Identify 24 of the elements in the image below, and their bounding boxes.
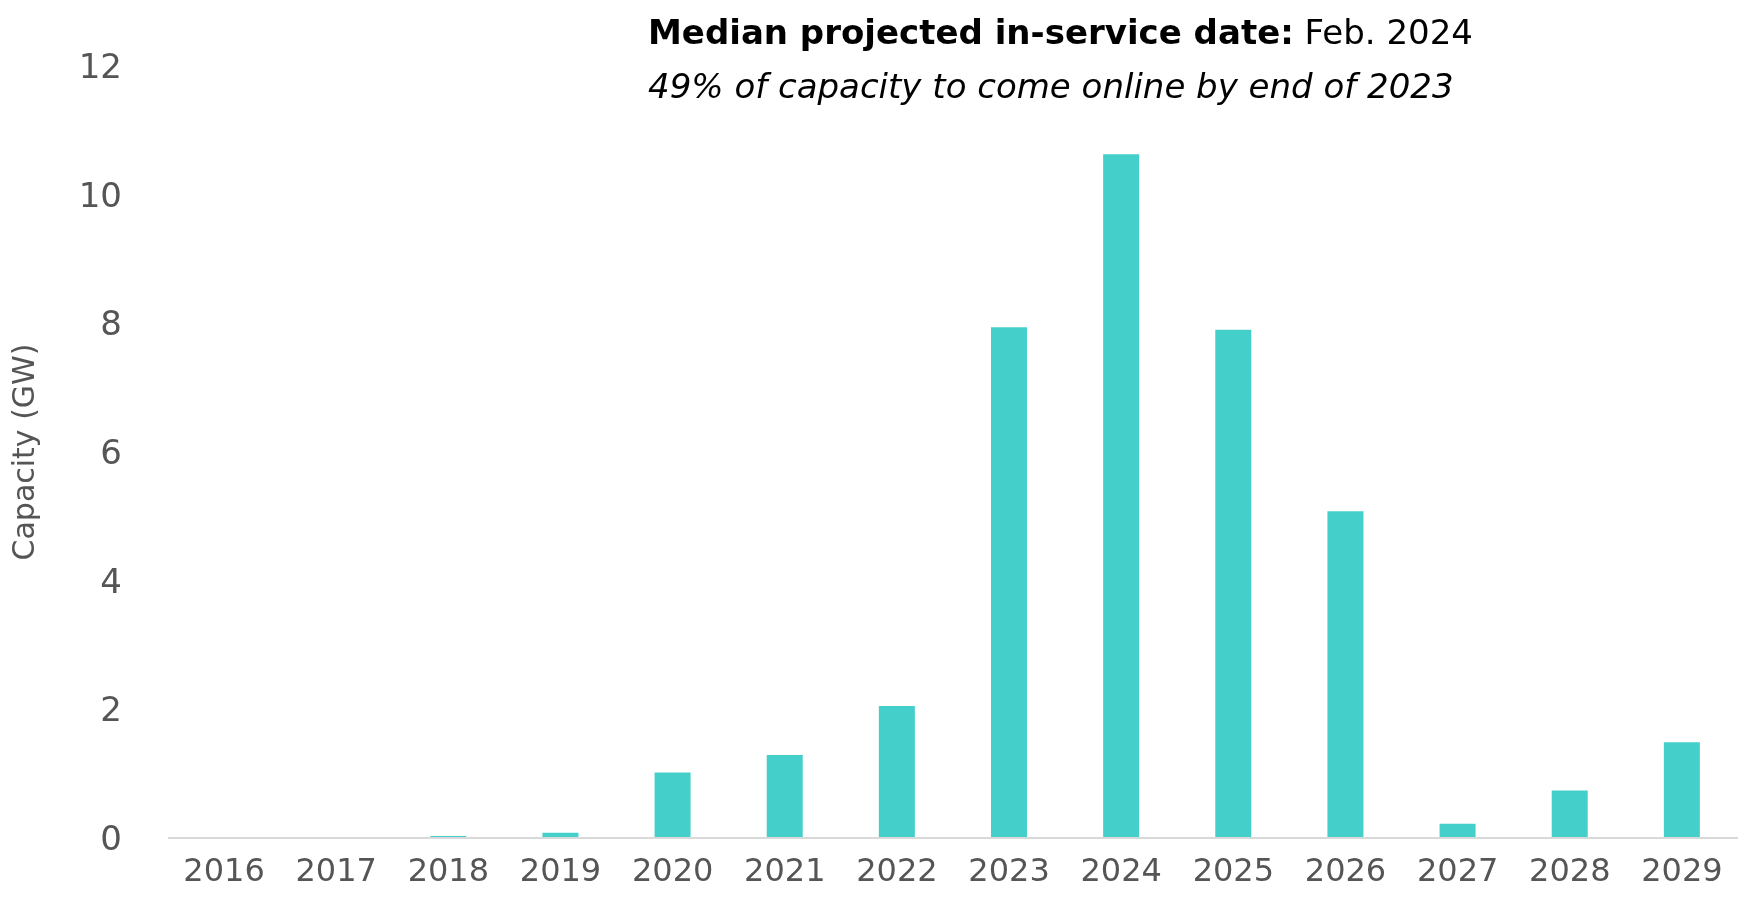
- x-tick-label: 2020: [631, 850, 714, 889]
- y-tick-label: 4: [100, 560, 122, 601]
- x-tick-label: 2019: [519, 850, 602, 889]
- x-tick-label: 2023: [968, 850, 1050, 889]
- chart-subtitle: 49% of capacity to come online by end of 2023: [648, 66, 1454, 106]
- y-tick-label: 0: [100, 818, 122, 859]
- x-tick-label: 2029: [1641, 850, 1723, 889]
- y-tick-label: 10: [78, 174, 122, 215]
- x-tick-label: 2027: [1416, 850, 1499, 889]
- x-tick-label: 2017: [295, 850, 377, 889]
- x-tick-label: 2025: [1192, 850, 1275, 889]
- x-tick-label: 2022: [856, 850, 938, 889]
- x-tick-label: 2024: [1080, 850, 1162, 889]
- x-tick-label: 2021: [744, 850, 826, 889]
- x-tick-label: 2028: [1529, 850, 1611, 889]
- y-tick-label: 2: [100, 689, 122, 730]
- x-tick-label: 2018: [407, 850, 490, 889]
- y-tick-label: 6: [100, 432, 122, 473]
- y-axis-title: Capacity (GW): [5, 343, 41, 561]
- chart-title: Median projected in-service date: Feb. 2024: [648, 12, 1473, 52]
- x-tick-label: 2016: [183, 850, 265, 889]
- y-tick-label: 12: [78, 46, 122, 87]
- x-tick-label: 2026: [1304, 850, 1387, 889]
- y-tick-label: 8: [100, 303, 122, 344]
